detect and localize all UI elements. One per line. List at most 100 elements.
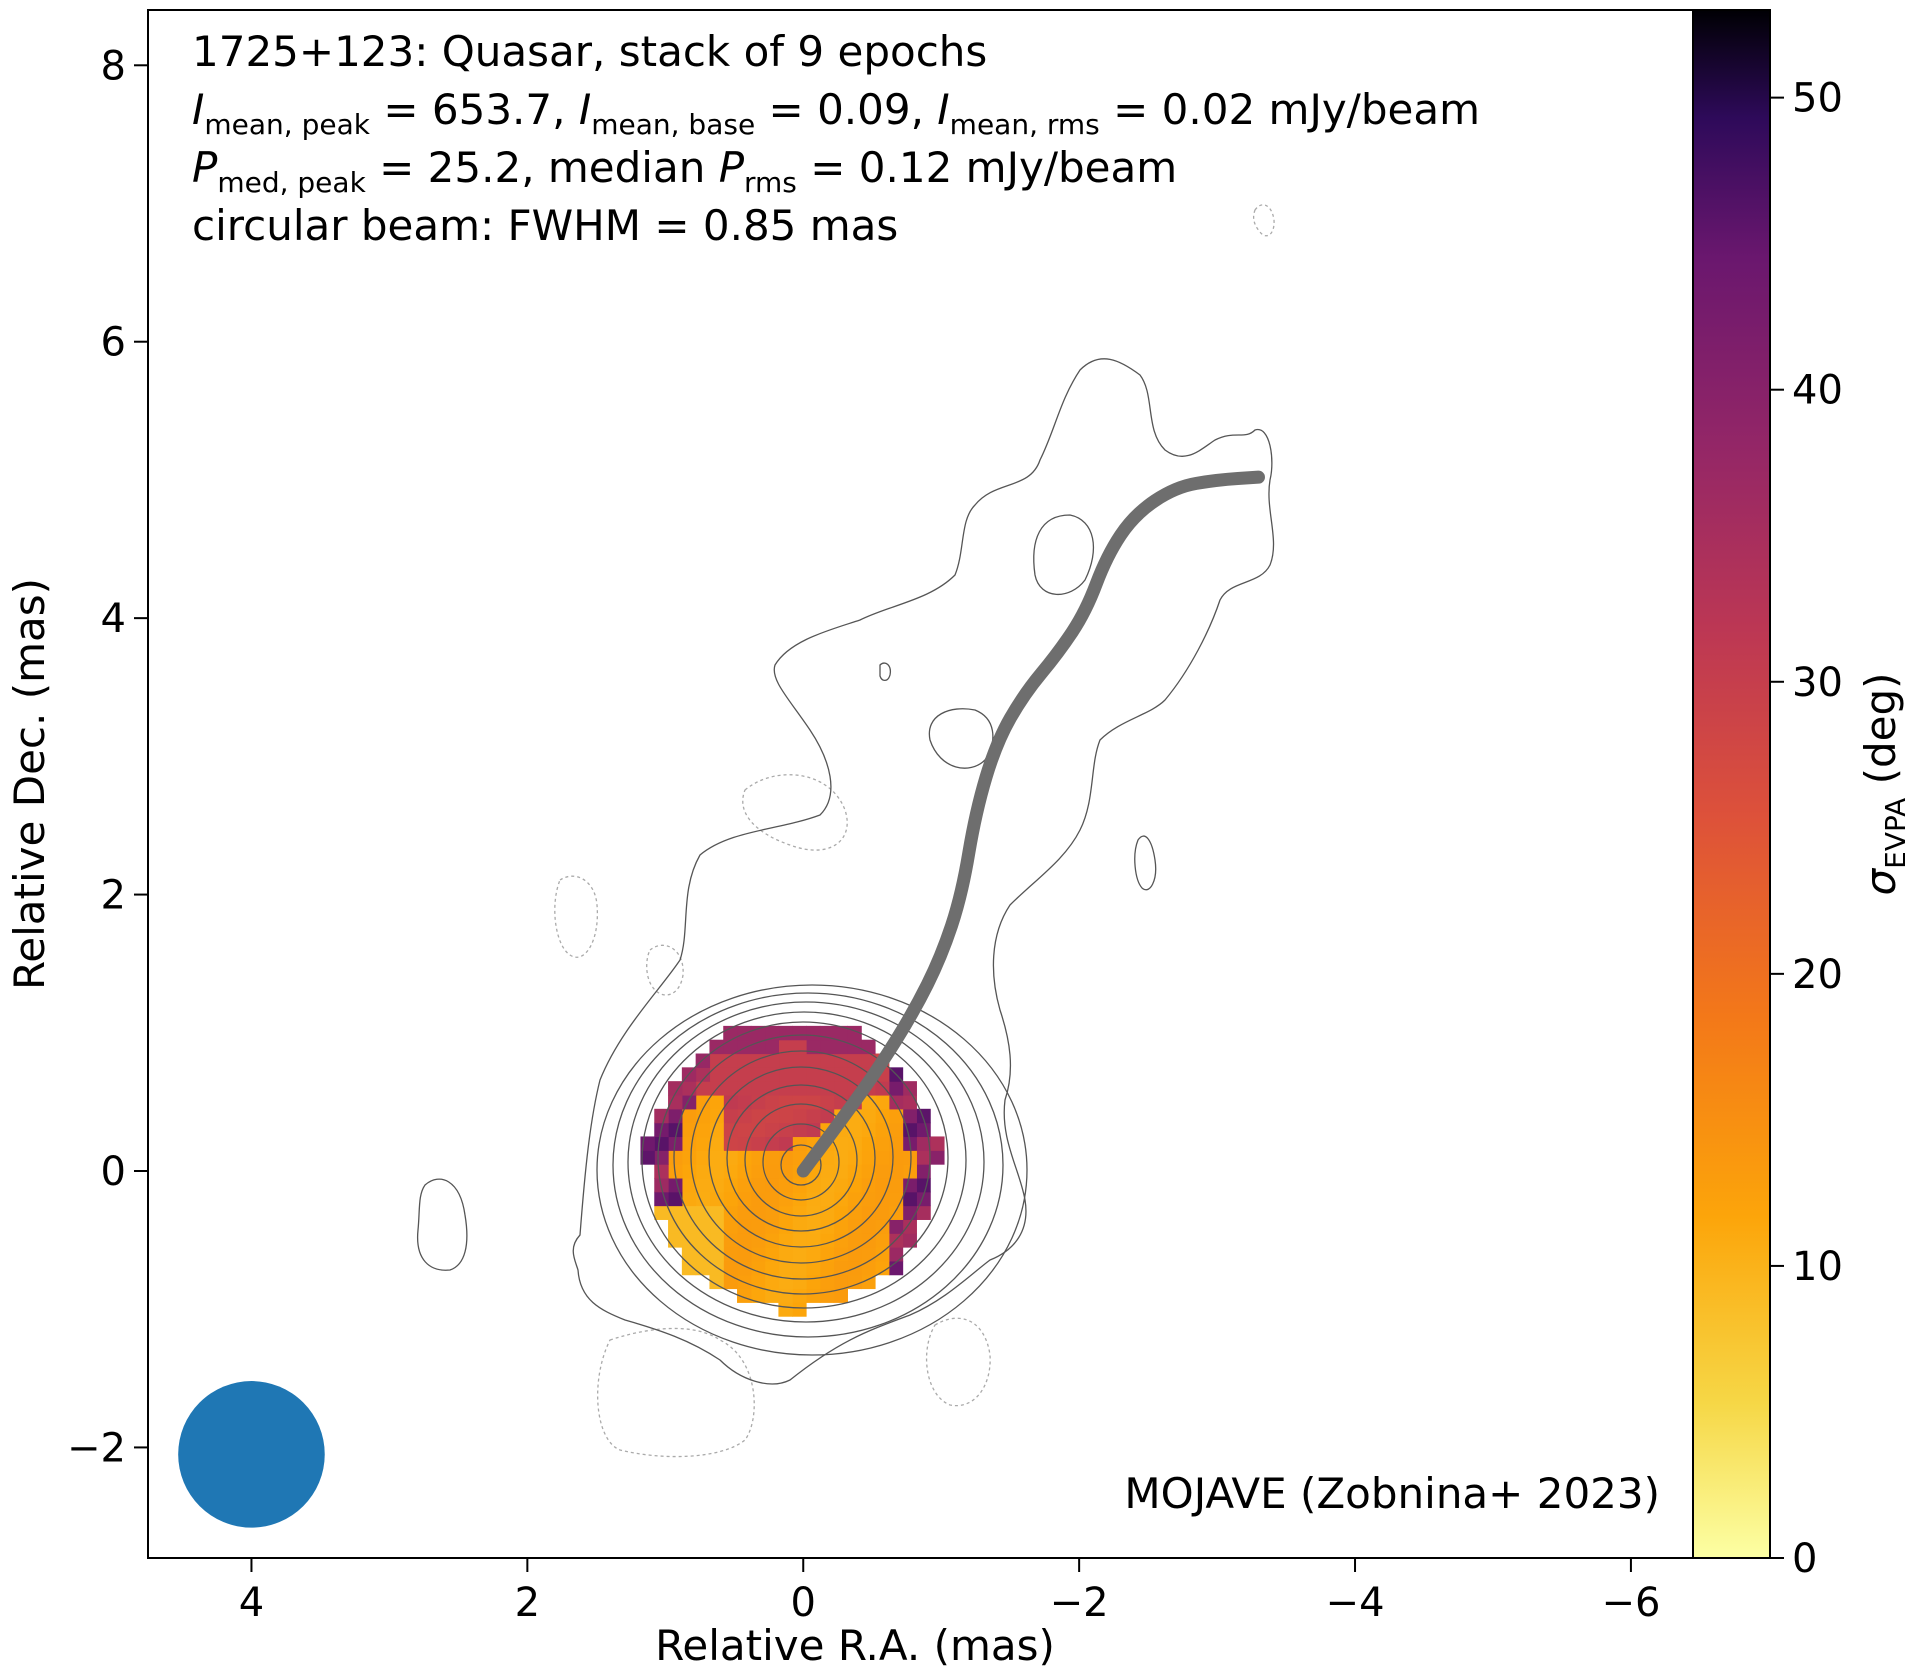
evpa-pixel [792, 1039, 807, 1055]
evpa-pixel [668, 1177, 683, 1193]
evpa-pixel [888, 1150, 904, 1165]
evpa-pixel [806, 1274, 821, 1290]
positive-contour [596, 984, 1028, 1356]
evpa-pixel [888, 1177, 904, 1193]
evpa-pixel [847, 1053, 862, 1068]
evpa-pixel [833, 1081, 848, 1096]
evpa-pixel [778, 1302, 793, 1317]
x-axis-label: Relative R.A. (mas) [655, 1621, 1055, 1670]
evpa-pixel [723, 1094, 738, 1110]
evpa-pixel [709, 1274, 724, 1290]
positive-contour [762, 1123, 840, 1201]
evpa-heatmap [640, 1025, 945, 1317]
evpa-pixel [792, 1136, 807, 1151]
evpa-pixel [750, 1081, 766, 1096]
evpa-pixel [654, 1164, 669, 1179]
evpa-pixel [709, 1164, 724, 1179]
evpa-pixel [723, 1108, 738, 1124]
evpa-pixel [792, 1302, 807, 1317]
evpa-pixel [819, 1177, 835, 1193]
evpa-pixel [847, 1191, 862, 1207]
evpa-pixel [764, 1039, 780, 1055]
evpa-pixel [888, 1108, 904, 1124]
evpa-pixel [847, 1122, 862, 1138]
evpa-pixel [750, 1122, 766, 1138]
evpa-pixel [806, 1108, 821, 1124]
evpa-pixel [778, 1260, 793, 1276]
y-axis-label: Relative Dec. (mas) [5, 578, 54, 990]
evpa-pixel [668, 1081, 683, 1096]
positive-contour [612, 992, 1004, 1338]
evpa-pixel [806, 1219, 821, 1234]
evpa-pixel [778, 1205, 793, 1220]
evpa-pixel [902, 1150, 917, 1165]
evpa-pixel [778, 1136, 793, 1151]
evpa-pixel [792, 1247, 807, 1262]
evpa-pixel [792, 1219, 807, 1234]
evpa-pixel [681, 1108, 697, 1124]
negative-contour [925, 1317, 991, 1407]
evpa-pixel [737, 1081, 752, 1096]
evpa-pixel [709, 1094, 724, 1110]
colorbar-tick-label: 20 [1792, 952, 1843, 998]
evpa-pixel [916, 1177, 931, 1193]
evpa-pixel [778, 1164, 793, 1179]
evpa-pixel [737, 1191, 752, 1207]
evpa-pixel [902, 1205, 917, 1220]
evpa-pixel [764, 1053, 780, 1068]
evpa-pixel [640, 1150, 655, 1165]
evpa-pixel [930, 1136, 945, 1151]
evpa-pixel [806, 1081, 821, 1096]
evpa-pixel [916, 1136, 931, 1151]
evpa-pixel [819, 1274, 835, 1290]
evpa-pixel [819, 1067, 835, 1082]
evpa-pixel [695, 1260, 711, 1276]
evpa-pixel [764, 1274, 780, 1290]
evpa-pixel [709, 1233, 724, 1248]
evpa-pixel [819, 1081, 835, 1096]
evpa-pixel [792, 1191, 807, 1207]
evpa-pixel [750, 1233, 766, 1248]
evpa-pixel [668, 1150, 683, 1165]
evpa-pixel [654, 1108, 669, 1124]
evpa-pixel [792, 1108, 807, 1124]
colorbar-tick-label: 10 [1792, 1244, 1843, 1290]
evpa-pixel [874, 1247, 890, 1262]
evpa-pixel [778, 1247, 793, 1262]
y-tick-label: 8 [101, 43, 126, 89]
positive-contour [879, 662, 891, 682]
evpa-pixel [750, 1260, 766, 1276]
evpa-pixel [792, 1025, 807, 1041]
positive-contour [1033, 514, 1095, 596]
evpa-pixel [806, 1247, 821, 1262]
evpa-pixel [833, 1219, 848, 1234]
evpa-pixel [806, 1025, 821, 1041]
colorbar-tick-label: 30 [1792, 660, 1843, 706]
evpa-pixel [778, 1108, 793, 1124]
evpa-pixel [750, 1205, 766, 1220]
positive-contour [572, 358, 1275, 1385]
evpa-pixel [668, 1122, 683, 1138]
evpa-pixel [709, 1205, 724, 1220]
positive-contour [416, 1178, 468, 1271]
evpa-pixel [695, 1164, 711, 1179]
evpa-pixel [792, 1233, 807, 1248]
evpa-pixel [695, 1094, 711, 1110]
colorbar-tick-label: 0 [1792, 1536, 1817, 1582]
evpa-pixel [695, 1219, 711, 1234]
evpa-pixel [709, 1150, 724, 1165]
ridgeline [796, 470, 1265, 1178]
evpa-pixel [764, 1177, 780, 1193]
positive-contour [690, 1050, 912, 1264]
evpa-pixel [861, 1053, 876, 1068]
evpa-pixel [861, 1150, 876, 1165]
evpa-pixel [723, 1205, 738, 1220]
evpa-pixel [874, 1094, 890, 1110]
evpa-pixel [778, 1177, 793, 1193]
positive-contour [726, 1084, 876, 1232]
evpa-pixel [819, 1247, 835, 1262]
evpa-pixel [778, 1219, 793, 1234]
credit-label: MOJAVE (Zobnina+ 2023) [1124, 1469, 1660, 1518]
evpa-pixel [819, 1205, 835, 1220]
